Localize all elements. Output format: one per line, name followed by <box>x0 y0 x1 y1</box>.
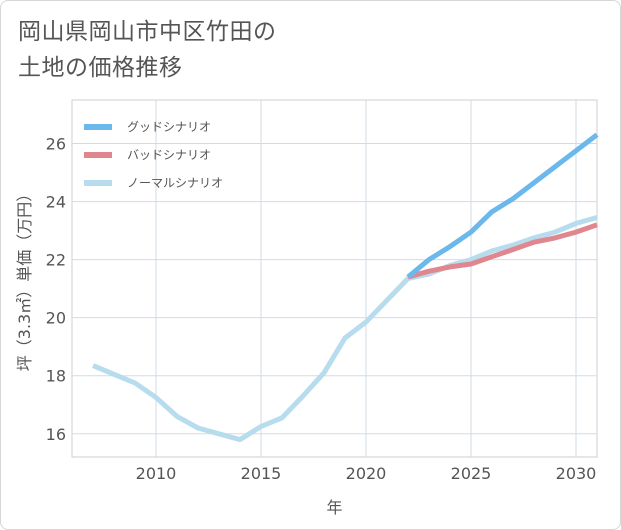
x-tick-label: 2030 <box>556 464 597 483</box>
y-tick-label: 18 <box>46 367 66 386</box>
legend-label-normal: ノーマルシナリオ <box>127 176 223 190</box>
x-tick-label: 2010 <box>136 464 177 483</box>
legend-label-good: グッドシナリオ <box>127 120 211 134</box>
y-axis-label: 坪（3.3㎡）単価（万円） <box>15 186 34 371</box>
x-axis-label: 年 <box>326 498 342 517</box>
y-tick-label: 16 <box>46 425 66 444</box>
x-tick-label: 2025 <box>451 464 492 483</box>
title-line-2: 土地の価格推移 <box>18 55 183 81</box>
y-tick-label: 22 <box>46 251 66 270</box>
legend-label-bad: バッドシナリオ <box>127 148 211 162</box>
x-tick-labels: 2010 2015 2020 2025 2030 <box>136 464 597 483</box>
series-line-good <box>406 132 599 279</box>
y-tick-labels: 16 18 20 22 24 26 <box>46 135 66 444</box>
y-tick-label: 26 <box>46 135 66 154</box>
chart-title: 岡山県岡山市中区竹田の 土地の価格推移 <box>18 14 277 86</box>
series-lines <box>92 132 599 443</box>
x-tick-label: 2015 <box>241 464 282 483</box>
x-tick-label: 2020 <box>346 464 387 483</box>
title-line-1: 岡山県岡山市中区竹田の <box>18 19 277 45</box>
series-line-bad <box>407 222 598 280</box>
series-line-normal <box>92 215 598 443</box>
y-tick-label: 20 <box>46 309 66 328</box>
y-tick-label: 24 <box>46 193 66 212</box>
